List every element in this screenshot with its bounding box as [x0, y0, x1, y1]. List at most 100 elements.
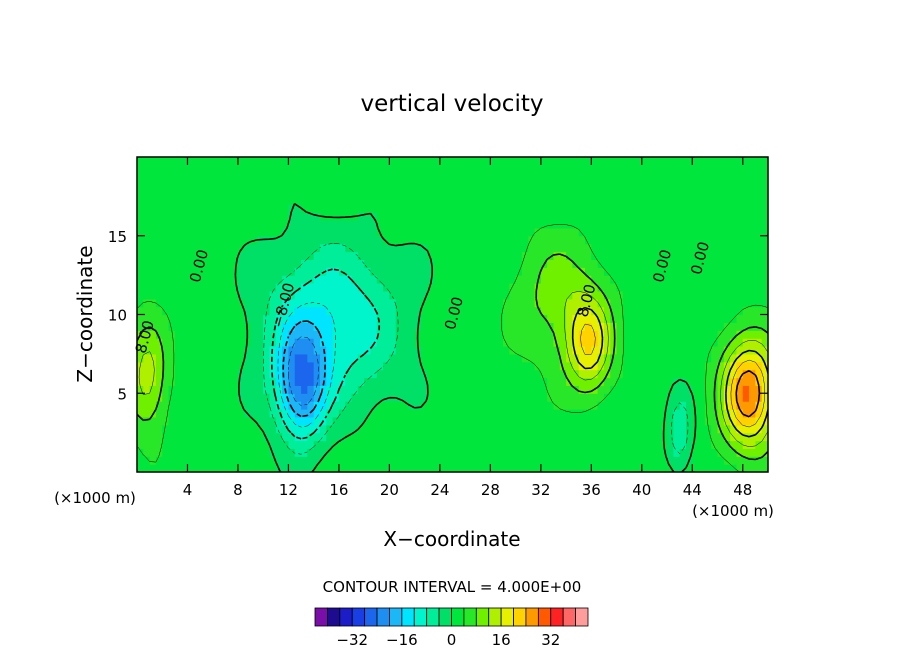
field-cell — [174, 448, 182, 457]
field-cell — [755, 409, 763, 418]
field-cell — [168, 220, 176, 229]
field-cell — [370, 290, 378, 300]
field-cell — [465, 409, 473, 418]
field-cell — [572, 306, 580, 316]
field-cell — [219, 220, 226, 229]
field-cell — [446, 464, 454, 472]
field-cell — [641, 369, 649, 379]
field-cell — [471, 401, 479, 410]
field-cell — [313, 212, 321, 221]
field-cell — [200, 243, 208, 253]
field-cell — [736, 464, 744, 472]
field-cell — [471, 330, 479, 339]
field-cell — [231, 416, 239, 426]
field-cell — [566, 330, 573, 339]
field-cell — [212, 243, 220, 253]
field-cell — [629, 275, 637, 284]
field-cell — [282, 157, 290, 166]
field-cell — [143, 298, 151, 308]
field-cell — [244, 385, 252, 394]
field-cell — [212, 369, 220, 379]
field-cell — [439, 275, 447, 284]
field-cell — [206, 298, 214, 308]
field-cell — [143, 314, 151, 323]
colorbar-tick-label: −32 — [336, 631, 368, 649]
field-cell — [660, 180, 668, 190]
field-cell — [654, 377, 662, 386]
field-cell — [667, 393, 674, 402]
field-cell — [717, 432, 725, 442]
field-cell — [301, 220, 308, 229]
field-cell — [603, 157, 611, 166]
field-cell — [181, 251, 189, 260]
field-cell — [149, 259, 157, 268]
field-cell — [685, 220, 693, 229]
field-cell — [622, 416, 630, 426]
field-cell — [685, 275, 693, 284]
field-cell — [168, 188, 176, 197]
field-cell — [301, 283, 308, 292]
field-cell — [667, 220, 674, 229]
field-cell — [446, 338, 454, 347]
field-cell — [553, 283, 561, 292]
field-cell — [427, 353, 435, 363]
field-cell — [395, 259, 403, 268]
field-cell — [749, 306, 756, 316]
field-cell — [742, 157, 750, 166]
field-cell — [364, 322, 372, 331]
field-cell — [294, 251, 302, 260]
field-cell — [521, 212, 529, 221]
field-cell — [509, 306, 517, 316]
field-cell — [427, 448, 435, 457]
field-cell — [307, 227, 315, 237]
field-cell — [610, 180, 618, 190]
field-cell — [301, 385, 308, 394]
field-cell — [301, 188, 308, 197]
field-cell — [559, 164, 567, 174]
field-cell — [534, 196, 542, 205]
field-cell — [168, 346, 176, 355]
field-cell — [641, 180, 649, 190]
field-cell — [509, 440, 517, 449]
contour-line — [234, 203, 697, 472]
field-cell — [755, 172, 763, 182]
field-cell — [515, 448, 523, 457]
field-cell — [446, 157, 454, 166]
field-cell — [578, 235, 586, 245]
field-cell — [414, 377, 422, 386]
field-cell — [155, 188, 163, 197]
field-cell — [162, 322, 170, 331]
field-cell — [648, 196, 656, 205]
field-cell — [414, 393, 422, 402]
field-cell — [200, 369, 208, 379]
field-cell — [181, 306, 189, 316]
field-cell — [332, 456, 340, 465]
field-cell — [282, 196, 290, 205]
field-cell — [509, 290, 517, 300]
field-cell — [648, 369, 656, 379]
field-cell — [143, 235, 151, 245]
field-cell — [200, 290, 208, 300]
field-cell — [496, 157, 504, 166]
field-cell — [755, 330, 763, 339]
field-cell — [250, 227, 258, 237]
field-cell — [402, 298, 409, 308]
field-cell — [370, 314, 378, 323]
field-cell — [515, 220, 523, 229]
field-cell — [364, 275, 372, 284]
field-cell — [250, 424, 258, 434]
field-cell — [490, 172, 498, 182]
field-cell — [528, 157, 536, 166]
field-cell — [174, 290, 182, 300]
field-cell — [698, 440, 706, 449]
field-cell — [458, 204, 466, 213]
field-cell — [370, 283, 378, 292]
field-cell — [458, 164, 466, 174]
field-cell — [673, 353, 681, 363]
field-cell — [319, 188, 327, 197]
field-cell — [603, 432, 611, 442]
field-cell — [376, 164, 384, 174]
field-cell — [698, 251, 706, 260]
field-cell — [282, 267, 290, 276]
field-cell — [301, 346, 308, 355]
